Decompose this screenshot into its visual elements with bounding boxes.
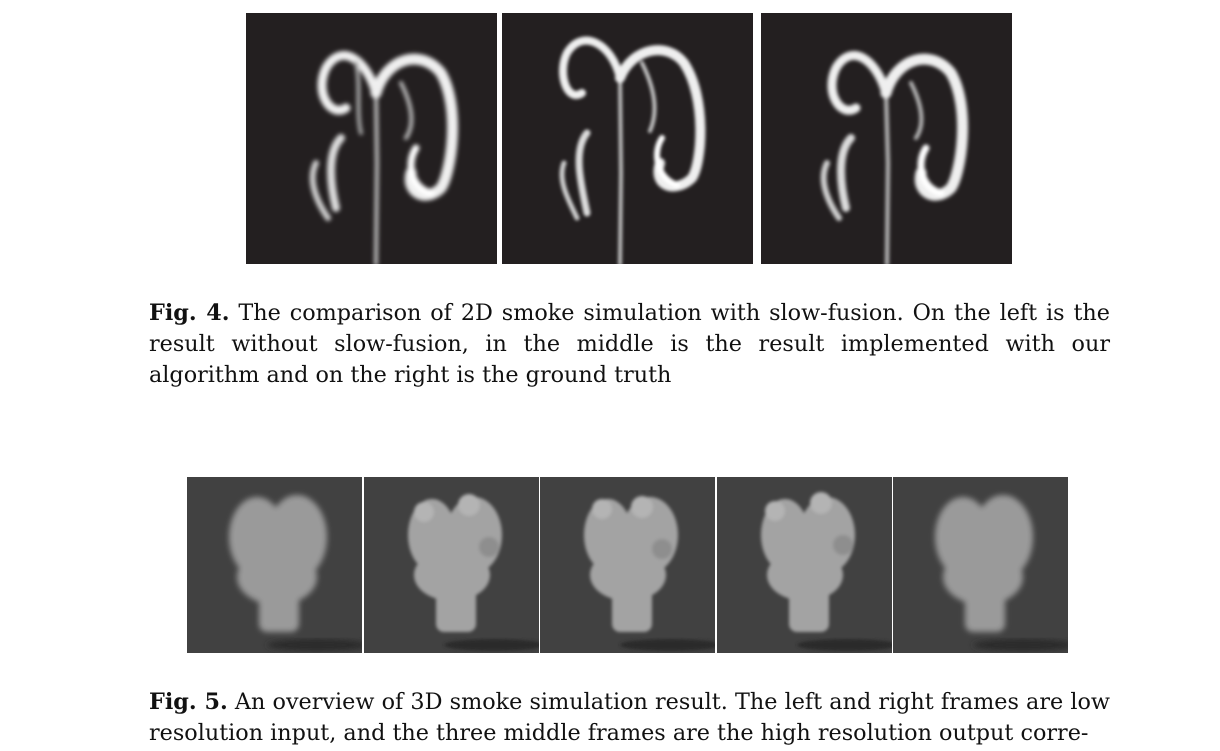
smoke-2d-ground-truth bbox=[761, 13, 1012, 264]
figure-4-label: Fig. 4. bbox=[149, 300, 230, 326]
smoke-3d-frame-low-res-left bbox=[187, 477, 362, 653]
figure-4-caption: Fig. 4. The comparison of 2D smoke simul… bbox=[149, 298, 1110, 391]
smoke-3d-frame-high-res-3 bbox=[717, 477, 892, 653]
smoke-2d-without-slow-fusion bbox=[246, 13, 497, 264]
smoke-3d-frame-high-res-2 bbox=[540, 477, 715, 653]
smoke-3d-frame-low-res-right bbox=[893, 477, 1068, 653]
figure-5-caption-text: An overview of 3D smoke simulation resul… bbox=[149, 689, 1110, 746]
figure-5-caption: Fig. 5. An overview of 3D smoke simulati… bbox=[149, 687, 1110, 749]
figure-4-images bbox=[246, 13, 1012, 264]
smoke-2d-our-algorithm bbox=[502, 13, 753, 264]
figure-4-caption-text: The comparison of 2D smoke simulation wi… bbox=[149, 300, 1110, 388]
figure-5-label: Fig. 5. bbox=[149, 689, 228, 715]
figure-5-images bbox=[187, 477, 1068, 653]
smoke-3d-frame-high-res-1 bbox=[364, 477, 539, 653]
